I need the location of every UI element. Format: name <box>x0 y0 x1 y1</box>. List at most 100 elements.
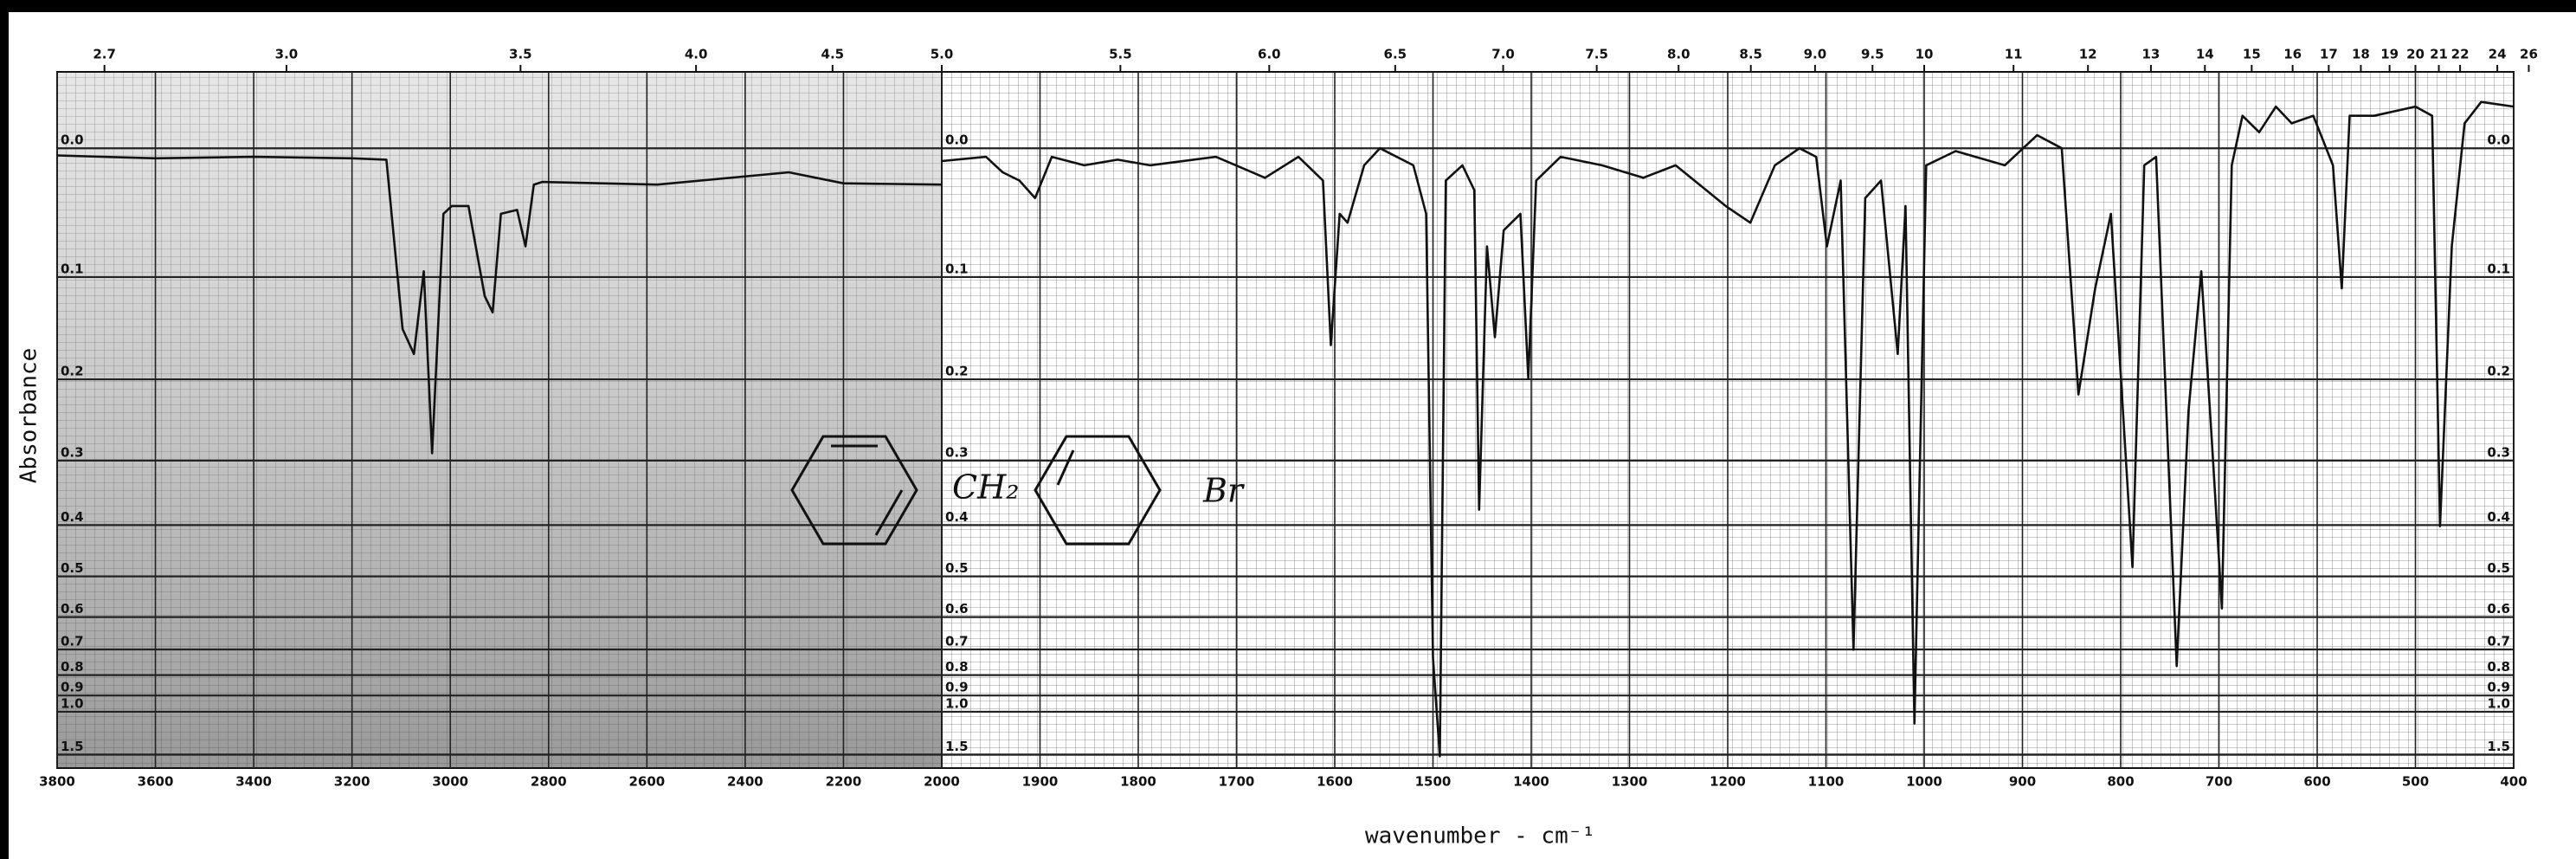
x2-tick-label: 20 <box>2406 47 2425 62</box>
y-tick-label: 1.5 <box>945 739 969 754</box>
y-axis-title: Absorbance <box>16 348 42 484</box>
x2-tick-label: 10 <box>1916 47 1934 62</box>
x2-tick-label: 9.5 <box>1861 47 1884 62</box>
y-tick-label: 0.3 <box>945 444 969 460</box>
y-tick-label: 0.4 <box>61 509 84 525</box>
x-tick-label: 600 <box>2303 774 2330 790</box>
x2-tick-label: 11 <box>2005 47 2023 62</box>
y-tick-label: 0.6 <box>61 601 84 617</box>
annotation: CH₂ <box>952 468 1019 507</box>
spectrum-line <box>941 100 2515 758</box>
x-tick-label: 1500 <box>1415 774 1452 790</box>
y-tick-label: 0.0 <box>945 132 969 148</box>
y-tick-label: 0.0 <box>61 132 84 148</box>
x2-tick-label: 6.5 <box>1384 47 1407 62</box>
y-tick-label: 0.3 <box>61 444 84 460</box>
x2-tick-label: 13 <box>2141 47 2160 62</box>
x2-tick-label: 8.5 <box>1739 47 1762 62</box>
y-tick-label: 0.7 <box>61 633 84 649</box>
x2-tick-label: 22 <box>2451 47 2470 62</box>
x2-tick-label: 18 <box>2352 47 2370 62</box>
x2-tick-label: 19 <box>2380 47 2399 62</box>
y-tick-label: 0.8 <box>945 659 969 675</box>
x-tick-label: 1100 <box>1808 774 1845 790</box>
top-border <box>0 0 2576 12</box>
y-tick-label: 0.2 <box>2487 364 2510 379</box>
y-tick-label: 0.7 <box>2487 633 2510 649</box>
y-tick-label: 0.3 <box>2487 444 2510 460</box>
x2-tick-label: 16 <box>2283 47 2302 62</box>
y-tick-label: 0.9 <box>61 680 84 695</box>
x2-tick-label: 9.0 <box>1804 47 1827 62</box>
x-tick-label: 1200 <box>1710 774 1746 790</box>
x2-tick-label: 21 <box>2430 47 2448 62</box>
marks <box>56 100 2515 758</box>
y-tick-label: 0.8 <box>61 659 84 675</box>
x2-tick-label: 3.0 <box>275 47 299 62</box>
y-tick-label: 1.0 <box>2487 695 2510 711</box>
y-tick-label: 0.2 <box>61 364 84 379</box>
x-tick-label: 1000 <box>1906 774 1942 790</box>
x-tick-label: 400 <box>2500 774 2527 790</box>
x-tick-label: 3200 <box>334 774 370 790</box>
y-tick-label: 0.6 <box>945 601 969 617</box>
x2-tick-label: 7.5 <box>1585 47 1608 62</box>
x-tick-label: 1900 <box>1022 774 1059 790</box>
x2-tick-label: 2.7 <box>93 47 116 62</box>
x2-tick-label: 12 <box>2079 47 2097 62</box>
x2-tick-label: 26 <box>2520 47 2538 62</box>
x2-tick-label: 5.5 <box>1109 47 1132 62</box>
x2-tick-label: 4.5 <box>821 47 845 62</box>
x-tick-label: 1600 <box>1317 774 1353 790</box>
y-tick-label: 0.0 <box>2487 132 2510 148</box>
x-axis-title: wavenumber - cm⁻¹ <box>1365 823 1595 849</box>
x-tick-label: 2400 <box>727 774 763 790</box>
plot-background <box>56 71 2515 769</box>
x-tick-label: 3600 <box>138 774 174 790</box>
x2-tick-label: 8.0 <box>1667 47 1690 62</box>
x-tick-label: 900 <box>2009 774 2036 790</box>
y-tick-label: 0.6 <box>2487 601 2510 617</box>
y-tick-label: 1.0 <box>945 695 969 711</box>
x-tick-label: 2800 <box>531 774 567 790</box>
x2-tick-label: 15 <box>2243 47 2261 62</box>
y-tick-label: 1.5 <box>2487 739 2510 754</box>
y-tick-label: 1.0 <box>61 695 84 711</box>
y-tick-label: 1.5 <box>61 739 84 754</box>
y-tick-label: 0.7 <box>945 633 969 649</box>
x-tick-label: 1300 <box>1612 774 1648 790</box>
x2-tick-label: 4.0 <box>685 47 708 62</box>
y-tick-label: 0.4 <box>2487 509 2510 525</box>
plot-shade <box>57 72 942 768</box>
x2-tick-label: 7.0 <box>1491 47 1515 62</box>
y-tick-label: 0.5 <box>2487 560 2510 576</box>
labels: 0.00.10.20.30.40.50.60.70.80.91.01.53800… <box>39 47 2538 790</box>
grid <box>56 65 2530 768</box>
x-tick-label: 700 <box>2206 774 2232 790</box>
y-tick-label: 0.1 <box>61 261 84 276</box>
x-tick-label: 1800 <box>1120 774 1156 790</box>
y-tick-label: 0.1 <box>2487 261 2510 276</box>
x-tick-label: 800 <box>2107 774 2134 790</box>
y-tick-label: 0.4 <box>945 509 969 525</box>
structure-sketch <box>790 435 1162 546</box>
y-tick-label: 0.1 <box>945 261 969 276</box>
y-tick-label: 0.8 <box>2487 659 2510 675</box>
x2-tick-label: 6.0 <box>1258 47 1281 62</box>
x2-tick-label: 14 <box>2196 47 2214 62</box>
x2-tick-label: 17 <box>2320 47 2338 62</box>
annotation: Br <box>1202 472 1246 510</box>
x-tick-label: 500 <box>2402 774 2429 790</box>
y-tick-label: 0.9 <box>2487 680 2510 695</box>
x-tick-label: 1700 <box>1219 774 1255 790</box>
y-tick-label: 0.5 <box>945 560 969 576</box>
x-tick-label: 2200 <box>826 774 862 790</box>
x-tick-label: 3800 <box>39 774 75 790</box>
x2-tick-label: 3.5 <box>509 47 532 62</box>
x-tick-label: 2600 <box>628 774 665 790</box>
x-tick-label: 2000 <box>924 774 960 790</box>
spectrum-line <box>56 154 943 455</box>
x2-tick-label: 5.0 <box>931 47 954 62</box>
x-tick-label: 1400 <box>1513 774 1549 790</box>
